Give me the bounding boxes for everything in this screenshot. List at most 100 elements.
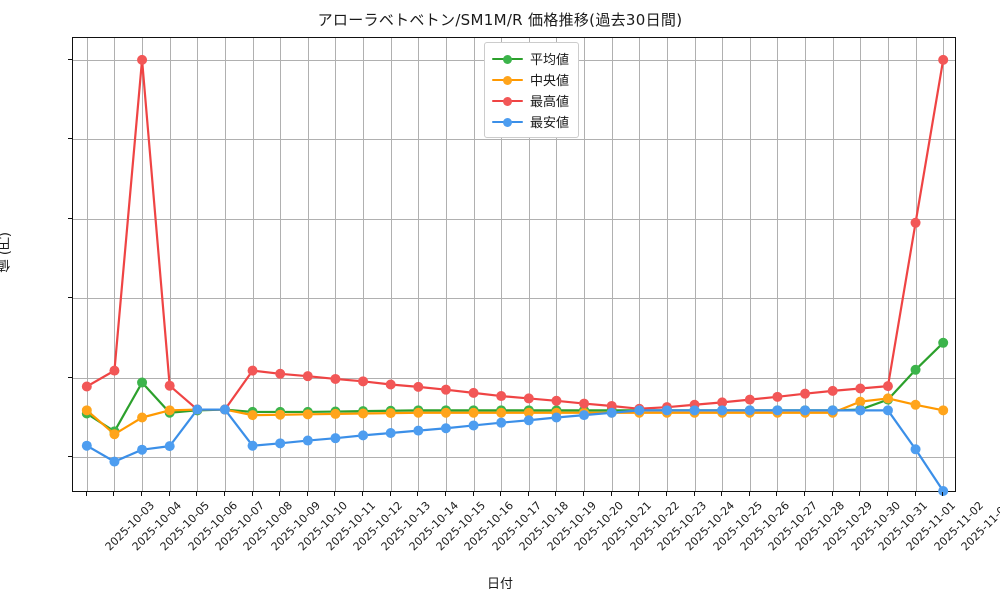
data-point — [137, 54, 148, 65]
data-point — [827, 405, 838, 416]
series-2 — [81, 393, 949, 440]
gridline-horizontal — [73, 218, 955, 220]
x-tick-mark — [776, 492, 778, 496]
x-axis-label: 日付 — [486, 577, 513, 592]
series-layer — [81, 54, 949, 497]
x-tick-mark — [886, 492, 888, 496]
data-point — [137, 412, 148, 423]
chart-legend: 平均値 中央値 最高値 最安値 — [484, 42, 580, 138]
x-tick-mark — [583, 492, 585, 496]
series-4 — [81, 404, 949, 497]
data-point — [855, 383, 866, 394]
data-point — [192, 404, 203, 415]
data-point — [910, 217, 921, 228]
data-point — [358, 408, 369, 419]
data-point — [800, 388, 811, 399]
data-point — [81, 440, 92, 451]
data-point — [109, 365, 120, 376]
data-point — [772, 391, 783, 402]
x-tick-mark — [748, 492, 750, 496]
gridline-vertical — [749, 38, 751, 491]
data-point — [81, 381, 92, 392]
legend-item-2[interactable]: 中央値 — [492, 69, 569, 90]
series-line — [85, 408, 945, 493]
data-point — [330, 433, 341, 444]
gridline-vertical — [777, 38, 779, 491]
legend-swatch-icon — [492, 95, 523, 107]
data-point — [468, 407, 479, 418]
y-tick-mark — [68, 138, 72, 140]
x-tick-mark — [693, 492, 695, 496]
gridline-vertical — [694, 38, 696, 491]
data-point — [855, 396, 866, 407]
gridline-vertical — [556, 38, 558, 491]
gridline-vertical — [639, 38, 641, 491]
x-tick-mark — [610, 492, 612, 496]
x-tick-mark — [223, 492, 225, 496]
data-point — [938, 486, 949, 497]
data-point — [468, 387, 479, 398]
data-point — [302, 409, 313, 420]
data-point — [523, 393, 534, 404]
gridline-vertical — [584, 38, 586, 491]
legend-label: 平均値 — [530, 53, 570, 68]
data-point — [496, 407, 507, 418]
data-point — [247, 440, 258, 451]
legend-swatch-icon — [492, 53, 523, 65]
x-tick-mark — [196, 492, 198, 496]
x-tick-mark — [417, 492, 419, 496]
gridline-vertical — [666, 38, 668, 491]
gridline-horizontal — [73, 457, 955, 459]
legend-item-1[interactable]: 平均値 — [492, 48, 569, 69]
x-tick-mark — [306, 492, 308, 496]
gridline-vertical — [501, 38, 503, 491]
gridline-vertical — [860, 38, 862, 491]
y-tick-mark — [68, 456, 72, 458]
data-point — [634, 405, 645, 416]
data-point — [744, 394, 755, 405]
x-tick-mark — [831, 492, 833, 496]
data-point — [219, 404, 230, 415]
data-point — [882, 393, 893, 404]
gridline-vertical — [114, 38, 116, 491]
gridline-vertical — [887, 38, 889, 491]
gridline-horizontal — [73, 139, 955, 141]
gridline-vertical — [805, 38, 807, 491]
gridline-vertical — [722, 38, 724, 491]
data-point — [579, 398, 590, 409]
data-point — [164, 405, 175, 416]
x-tick-mark — [555, 492, 557, 496]
x-tick-mark — [362, 492, 364, 496]
data-point — [385, 379, 396, 390]
y-tick-mark — [68, 58, 72, 60]
gridline-vertical — [611, 38, 613, 491]
x-tick-mark — [472, 492, 474, 496]
data-point — [247, 365, 258, 376]
x-tick-mark — [527, 492, 529, 496]
data-point — [579, 410, 590, 421]
x-tick-mark — [113, 492, 115, 496]
data-point — [109, 429, 120, 440]
data-point — [385, 428, 396, 438]
data-point — [413, 381, 424, 392]
y-axis-label: 値 (円) — [0, 232, 13, 273]
data-point — [717, 405, 728, 416]
data-point — [910, 444, 921, 455]
data-point — [938, 54, 949, 65]
data-point — [910, 399, 921, 410]
data-point — [523, 415, 534, 426]
x-tick-mark — [638, 492, 640, 496]
data-point — [551, 412, 562, 423]
gridline-vertical — [307, 38, 309, 491]
x-tick-mark — [721, 492, 723, 496]
y-tick-mark — [68, 297, 72, 299]
data-point — [109, 456, 120, 467]
data-point — [523, 407, 534, 418]
legend-item-4[interactable]: 最安値 — [492, 111, 569, 132]
data-point — [164, 441, 175, 452]
legend-item-3[interactable]: 最高値 — [492, 90, 569, 111]
data-point — [330, 373, 341, 384]
data-point — [855, 405, 866, 416]
data-point — [275, 438, 286, 449]
